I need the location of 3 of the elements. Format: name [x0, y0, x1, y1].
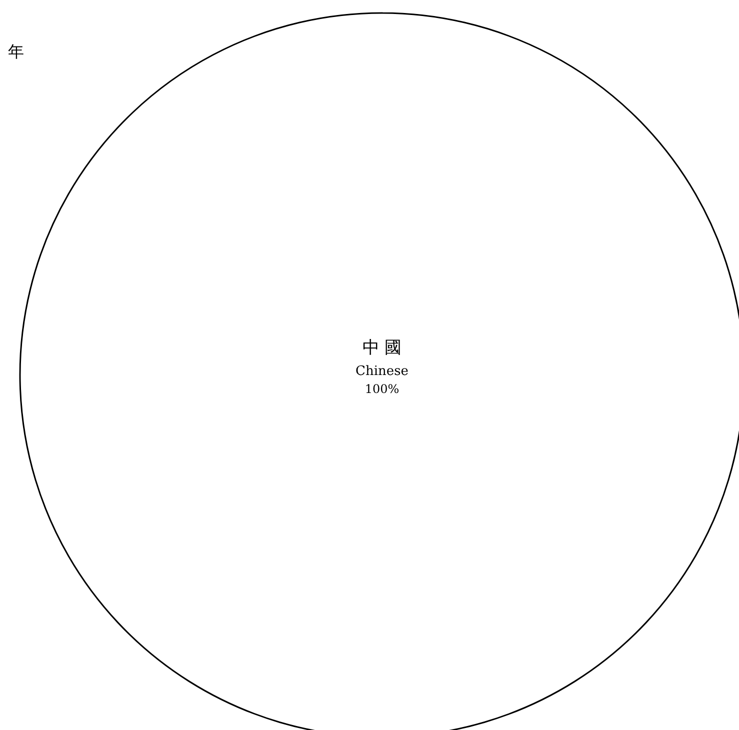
data-label: 100%	[364, 382, 400, 396]
slice-label: 中 國 Chinese	[356, 338, 409, 379]
text: 年	[8, 42, 24, 63]
